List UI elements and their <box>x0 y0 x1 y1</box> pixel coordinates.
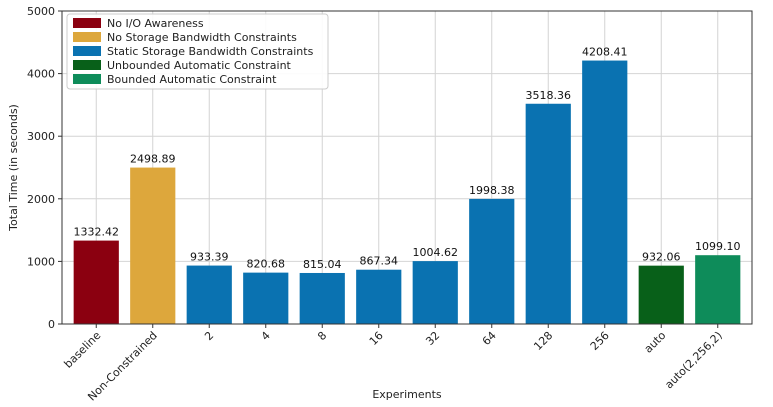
bar <box>412 261 458 324</box>
bar <box>299 272 345 324</box>
bar-value-label: 867.34 <box>360 255 399 268</box>
bar-value-label: 820.68 <box>247 258 286 271</box>
y-tick-label: 1000 <box>27 255 55 268</box>
legend-label: No Storage Bandwidth Constraints <box>107 31 297 44</box>
bar-value-label: 4208.41 <box>582 46 628 59</box>
y-axis-label: Total Time (in seconds) <box>7 104 20 232</box>
bar <box>243 272 289 324</box>
bar-value-label: 1998.38 <box>469 184 515 197</box>
x-tick-label: auto <box>642 329 669 356</box>
legend-label: Static Storage Bandwidth Constraints <box>107 45 314 58</box>
y-tick-label: 0 <box>48 318 55 331</box>
y-tick-label: 3000 <box>27 130 55 143</box>
x-tick-label: 8 <box>315 329 329 343</box>
x-tick-label: 64 <box>480 329 499 348</box>
legend-label: Bounded Automatic Constraint <box>107 73 277 86</box>
bar <box>186 265 232 324</box>
x-tick-label: baseline <box>62 329 104 371</box>
x-tick-label: 128 <box>531 329 555 353</box>
x-tick-label: 256 <box>588 329 612 353</box>
x-tick-label: 2 <box>202 329 216 343</box>
value-labels-group: 1332.42 2498.89 933.39 820.68 815.04 867.34 10… <box>74 46 741 271</box>
x-tick-label: 4 <box>259 329 273 343</box>
x-tick-label: auto(2,256,2) <box>662 329 724 391</box>
bar <box>695 255 741 324</box>
legend-swatch <box>73 74 101 84</box>
bar <box>582 60 628 325</box>
legend-swatch <box>73 46 101 56</box>
y-tick-label: 5000 <box>27 5 55 18</box>
legend-swatch <box>73 32 101 42</box>
bar-value-label: 2498.89 <box>130 153 176 166</box>
legend-label: Unbounded Automatic Constraint <box>107 59 292 72</box>
bar-value-label: 932.06 <box>642 251 681 264</box>
bar-value-label: 3518.36 <box>526 89 572 102</box>
bar <box>638 265 684 324</box>
bar <box>469 198 515 324</box>
y-axis-ticks: 0 1000 2000 3000 4000 5000 <box>27 5 62 331</box>
x-tick-label: 32 <box>423 329 442 348</box>
y-tick-label: 2000 <box>27 193 55 206</box>
bar <box>130 167 176 324</box>
bar <box>356 269 402 324</box>
bar <box>73 240 119 324</box>
legend-swatch <box>73 18 101 28</box>
legend-box <box>66 13 329 90</box>
bar-value-label: 1099.10 <box>695 240 741 253</box>
x-tick-label: 16 <box>367 329 386 348</box>
y-tick-label: 4000 <box>27 68 55 81</box>
legend-swatch <box>73 60 101 70</box>
bar-value-label: 1332.42 <box>74 226 120 239</box>
bar <box>525 103 571 324</box>
bar-value-label: 815.04 <box>303 258 342 271</box>
plot-area-frame <box>61 10 753 325</box>
legend-label: No I/O Awareness <box>107 17 204 30</box>
bars-group <box>73 60 741 325</box>
x-axis-label: Experiments <box>372 388 442 401</box>
bar-value-label: 1004.62 <box>413 246 459 259</box>
bar-value-label: 933.39 <box>190 251 229 264</box>
